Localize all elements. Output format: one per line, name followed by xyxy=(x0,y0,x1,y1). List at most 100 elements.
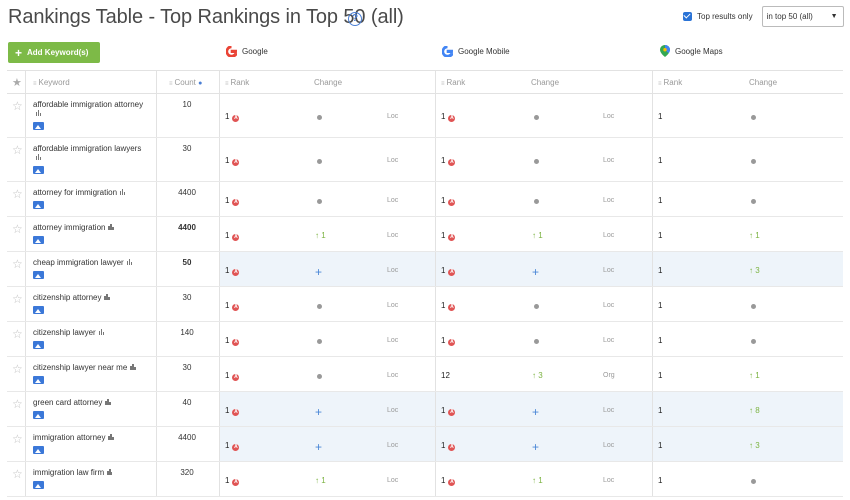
column-divider xyxy=(156,138,157,181)
table-row[interactable]: ☆ affordable immigration lawyers 30 1 A Loc 1 A… xyxy=(7,138,843,182)
column-divider xyxy=(25,138,26,181)
star-icon[interactable]: ☆ xyxy=(12,397,23,411)
google-result-type: Loc xyxy=(387,372,399,379)
col-count[interactable]: ≡ Count ● xyxy=(169,78,203,87)
mobile-result-type: Org xyxy=(603,372,615,379)
add-keyword-button[interactable]: + Add Keyword(s) xyxy=(8,42,100,63)
no-change-dot xyxy=(751,339,756,344)
rank-filter-value: in top 50 (all) xyxy=(766,11,813,21)
volume-chart-icon[interactable] xyxy=(130,363,136,372)
top-results-checkbox[interactable] xyxy=(683,11,692,21)
volume-chart-icon[interactable] xyxy=(98,328,105,337)
engine-google-maps-label: Google Maps xyxy=(675,46,723,56)
star-icon[interactable]: ☆ xyxy=(12,222,23,236)
no-change-dot xyxy=(534,304,539,309)
star-icon[interactable]: ☆ xyxy=(12,187,23,201)
no-change-dot xyxy=(534,339,539,344)
mobile-result-type: Loc xyxy=(603,442,615,449)
google-result-type: Loc xyxy=(387,157,399,164)
volume-chart-icon[interactable] xyxy=(104,293,110,302)
rank-badge-icon: A xyxy=(232,115,240,122)
star-icon[interactable]: ☆ xyxy=(12,432,23,446)
star-icon[interactable]: ☆ xyxy=(12,467,23,481)
column-divider xyxy=(25,462,26,496)
table-row[interactable]: ☆ citizenship attorney 30 1 A Loc 1 A Loc 1 xyxy=(7,287,843,322)
star-icon[interactable]: ☆ xyxy=(12,143,23,157)
star-header-icon[interactable]: ★ xyxy=(12,77,22,89)
rank-badge-icon: A xyxy=(232,159,240,166)
rank-badge-icon: A xyxy=(448,444,456,451)
serp-image-icon[interactable] xyxy=(33,411,44,419)
keyword-count: 4400 xyxy=(178,188,196,197)
rank-badge-icon: A xyxy=(448,409,456,416)
serp-image-icon[interactable] xyxy=(33,481,44,489)
star-icon[interactable]: ☆ xyxy=(12,327,23,341)
row-highlight xyxy=(220,252,843,286)
col-maps-rank[interactable]: ≡ Rank xyxy=(658,78,683,87)
volume-chart-icon[interactable] xyxy=(126,258,133,267)
table-row[interactable]: ☆ affordable immigration attorney 10 1 A Loc 1… xyxy=(7,94,843,138)
star-icon[interactable]: ☆ xyxy=(12,99,23,113)
serp-image-icon[interactable] xyxy=(33,376,44,384)
serp-image-icon[interactable] xyxy=(33,166,44,174)
column-divider xyxy=(652,94,653,137)
no-change-dot xyxy=(751,199,756,204)
table-row[interactable]: ☆ attorney for immigration 4400 1 A Loc 1 A Loc 1 xyxy=(7,182,843,217)
engine-google-mobile-label: Google Mobile xyxy=(458,46,510,56)
col-mobile-rank[interactable]: ≡ Rank xyxy=(441,78,466,87)
volume-chart-icon[interactable] xyxy=(36,109,42,118)
volume-chart-icon[interactable] xyxy=(105,398,111,407)
table-row[interactable]: ☆ green card attorney 40 1 A + Loc 1 A + Loc 1 ↑ 8 xyxy=(7,392,843,427)
serp-image-icon[interactable] xyxy=(33,306,44,314)
serp-image-icon[interactable] xyxy=(33,122,44,130)
col-keyword[interactable]: ≡ Keyword xyxy=(33,78,70,87)
table-row[interactable]: ☆ cheap immigration lawyer 50 1 A + Loc 1 A + Loc 1… xyxy=(7,252,843,287)
help-icon[interactable]: ? xyxy=(348,12,362,26)
column-divider xyxy=(435,217,436,251)
volume-chart-icon[interactable] xyxy=(108,223,114,232)
volume-chart-icon[interactable] xyxy=(36,153,42,162)
table-row[interactable]: ☆ immigration law firm 320 1 A ↑ 1 Loc 1 A ↑ 1 Loc… xyxy=(7,462,843,497)
table-row[interactable]: ☆ citizenship lawyer 140 1 A Loc 1 A Loc 1 xyxy=(7,322,843,357)
maps-rank: 1 xyxy=(658,476,663,485)
star-icon[interactable]: ☆ xyxy=(12,362,23,376)
serp-image-icon[interactable] xyxy=(33,271,44,279)
serp-image-icon[interactable] xyxy=(33,201,44,209)
no-change-dot xyxy=(317,199,322,204)
volume-chart-icon[interactable] xyxy=(107,468,113,477)
column-divider xyxy=(435,357,436,391)
mobile-result-type: Loc xyxy=(603,337,615,344)
column-divider xyxy=(652,217,653,251)
star-icon[interactable]: ☆ xyxy=(12,257,23,271)
serp-image-icon[interactable] xyxy=(33,341,44,349)
keyword-count: 4400 xyxy=(178,433,196,442)
column-divider xyxy=(156,427,157,461)
column-divider xyxy=(219,427,220,461)
rank-badge-icon: A xyxy=(232,444,240,451)
column-divider xyxy=(25,287,26,321)
col-google-change[interactable]: Change xyxy=(314,78,343,87)
map-pin-icon xyxy=(660,45,670,57)
star-icon[interactable]: ☆ xyxy=(12,292,23,306)
rank-filter-select[interactable]: in top 50 (all) ▼ xyxy=(761,5,844,27)
col-mobile-change[interactable]: Change xyxy=(531,78,560,87)
serp-image-icon[interactable] xyxy=(33,446,44,454)
table-row[interactable]: ☆ immigration attorney 4400 1 A + Loc 1 A + Loc 1 ↑ … xyxy=(7,427,843,462)
table-row[interactable]: ☆ attorney immigration 4400 1 A ↑ 1 Loc 1 A ↑ 1 Lo… xyxy=(7,217,843,252)
volume-chart-icon[interactable] xyxy=(108,433,114,442)
column-divider xyxy=(25,252,26,286)
google-result-type: Loc xyxy=(387,337,399,344)
volume-chart-icon[interactable] xyxy=(120,188,126,197)
mobile-result-type: Loc xyxy=(603,113,615,120)
col-google-rank[interactable]: ≡ Rank xyxy=(225,78,250,87)
serp-image-icon[interactable] xyxy=(33,236,44,244)
col-maps-change[interactable]: Change xyxy=(749,78,778,87)
